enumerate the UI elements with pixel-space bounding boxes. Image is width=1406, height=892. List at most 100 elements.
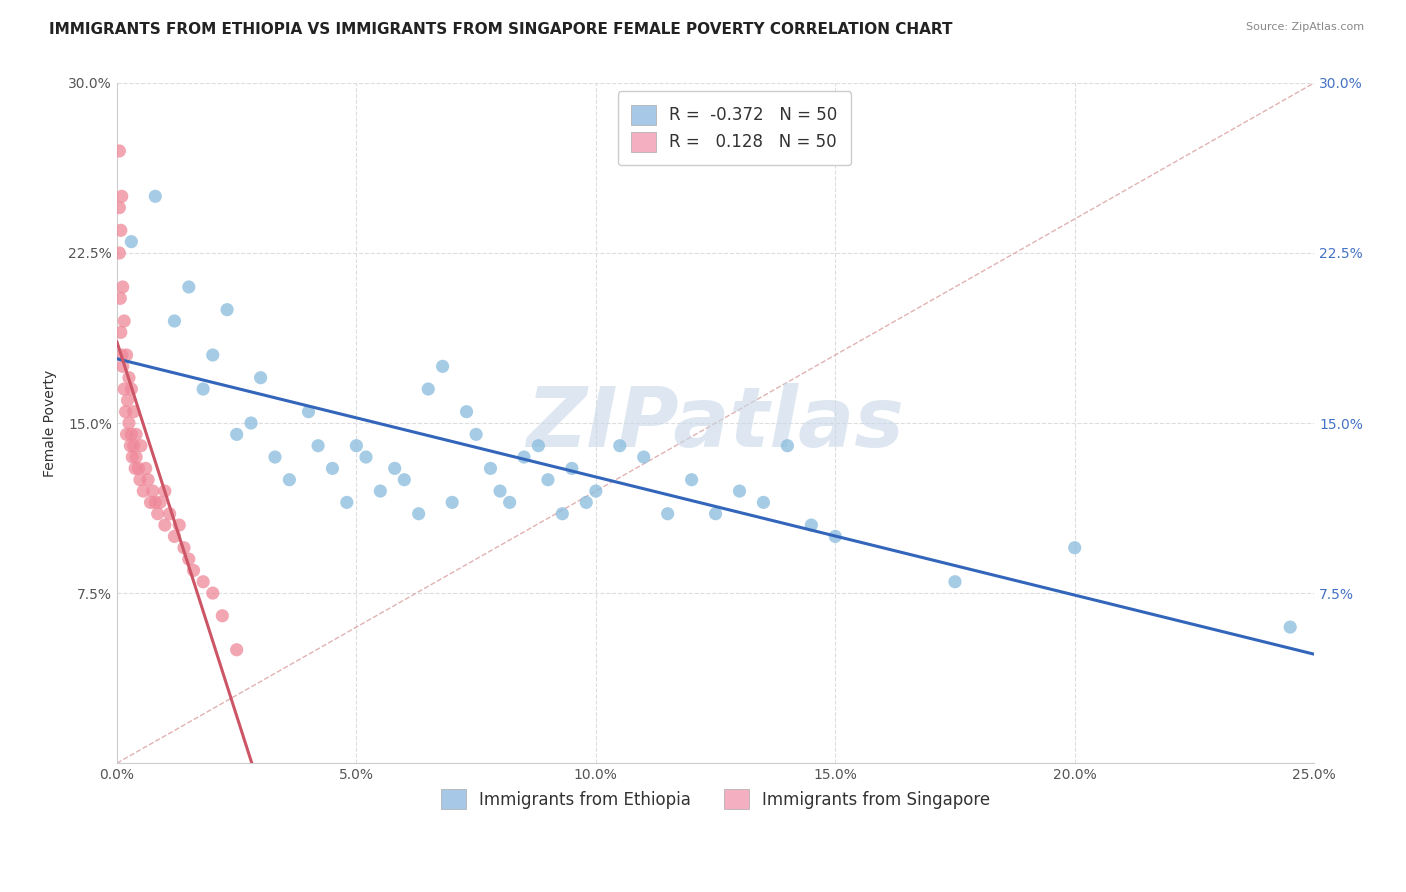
Point — [551, 507, 574, 521]
Point — [111, 348, 134, 362]
Point — [776, 439, 799, 453]
Point — [122, 439, 145, 453]
Point — [115, 348, 138, 362]
Point — [681, 473, 703, 487]
Point — [149, 495, 172, 509]
Point — [136, 473, 159, 487]
Point — [465, 427, 488, 442]
Point — [527, 439, 550, 453]
Point — [129, 439, 152, 453]
Point — [111, 280, 134, 294]
Point — [120, 235, 142, 249]
Point — [278, 473, 301, 487]
Point — [752, 495, 775, 509]
Point — [264, 450, 287, 464]
Point — [432, 359, 454, 374]
Point — [201, 348, 224, 362]
Point — [800, 518, 823, 533]
Point — [728, 484, 751, 499]
Point — [124, 461, 146, 475]
Point — [143, 495, 166, 509]
Point — [704, 507, 727, 521]
Point — [163, 529, 186, 543]
Point — [561, 461, 583, 475]
Point — [118, 370, 141, 384]
Point — [336, 495, 359, 509]
Point — [117, 393, 139, 408]
Point — [479, 461, 502, 475]
Point — [110, 223, 132, 237]
Point — [240, 416, 263, 430]
Point — [489, 484, 512, 499]
Point — [456, 405, 478, 419]
Point — [121, 450, 143, 464]
Point — [297, 405, 319, 419]
Legend: Immigrants from Ethiopia, Immigrants from Singapore: Immigrants from Ethiopia, Immigrants fro… — [427, 776, 1004, 822]
Point — [191, 574, 214, 589]
Point — [125, 450, 148, 464]
Point — [173, 541, 195, 555]
Point — [498, 495, 520, 509]
Point — [159, 507, 181, 521]
Point — [354, 450, 377, 464]
Point — [125, 427, 148, 442]
Point — [115, 427, 138, 442]
Point — [122, 405, 145, 419]
Point — [139, 495, 162, 509]
Point — [129, 473, 152, 487]
Point — [120, 427, 142, 442]
Point — [135, 461, 157, 475]
Point — [384, 461, 406, 475]
Text: Source: ZipAtlas.com: Source: ZipAtlas.com — [1246, 22, 1364, 32]
Point — [183, 563, 205, 577]
Point — [177, 280, 200, 294]
Point — [321, 461, 343, 475]
Point — [111, 359, 134, 374]
Point — [177, 552, 200, 566]
Point — [211, 608, 233, 623]
Point — [108, 246, 131, 260]
Point — [1063, 541, 1085, 555]
Point — [824, 529, 846, 543]
Point — [132, 484, 155, 499]
Point — [108, 201, 131, 215]
Point — [163, 314, 186, 328]
Point — [110, 326, 132, 340]
Point — [394, 473, 416, 487]
Point — [585, 484, 607, 499]
Point — [217, 302, 239, 317]
Point — [118, 416, 141, 430]
Point — [112, 314, 135, 328]
Point — [344, 439, 367, 453]
Point — [225, 427, 247, 442]
Point — [657, 507, 679, 521]
Point — [943, 574, 966, 589]
Point — [111, 189, 134, 203]
Point — [633, 450, 655, 464]
Point — [153, 484, 176, 499]
Point — [114, 405, 136, 419]
Y-axis label: Female Poverty: Female Poverty — [44, 369, 58, 476]
Point — [112, 382, 135, 396]
Point — [370, 484, 392, 499]
Point — [191, 382, 214, 396]
Text: ZIPatlas: ZIPatlas — [527, 383, 904, 464]
Point — [609, 439, 631, 453]
Point — [225, 642, 247, 657]
Point — [575, 495, 598, 509]
Point — [418, 382, 440, 396]
Text: IMMIGRANTS FROM ETHIOPIA VS IMMIGRANTS FROM SINGAPORE FEMALE POVERTY CORRELATION: IMMIGRANTS FROM ETHIOPIA VS IMMIGRANTS F… — [49, 22, 953, 37]
Point — [142, 484, 165, 499]
Point — [153, 518, 176, 533]
Point — [408, 507, 430, 521]
Point — [146, 507, 169, 521]
Point — [1279, 620, 1302, 634]
Point — [110, 291, 132, 305]
Point — [307, 439, 329, 453]
Point — [108, 144, 131, 158]
Point — [120, 382, 142, 396]
Point — [537, 473, 560, 487]
Point — [201, 586, 224, 600]
Point — [143, 189, 166, 203]
Point — [249, 370, 271, 384]
